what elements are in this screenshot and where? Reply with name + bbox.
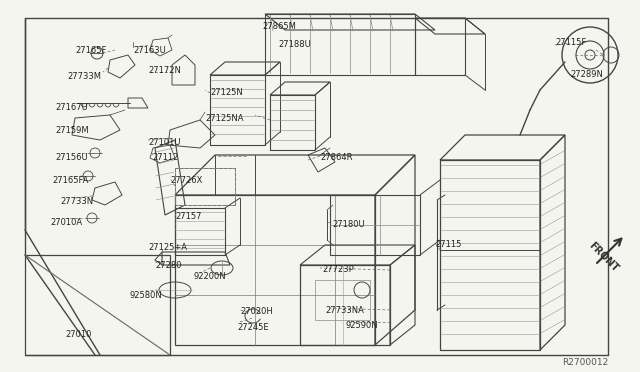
Text: 92580N: 92580N: [130, 291, 163, 300]
Text: 27864R: 27864R: [320, 153, 353, 162]
Text: 27163U: 27163U: [133, 46, 166, 55]
Text: 27125+A: 27125+A: [148, 243, 187, 252]
Text: 27726X: 27726X: [170, 176, 202, 185]
Text: 27010A: 27010A: [50, 218, 82, 227]
Text: 27165F: 27165F: [75, 46, 106, 55]
Text: 27733M: 27733M: [67, 72, 101, 81]
Text: 27020H: 27020H: [240, 307, 273, 316]
Text: R2700012: R2700012: [562, 358, 608, 367]
Text: 27723P: 27723P: [322, 265, 354, 274]
Text: 27865M: 27865M: [262, 22, 296, 31]
Text: 27157: 27157: [175, 212, 202, 221]
Text: 27101U: 27101U: [148, 138, 180, 147]
Text: 27167U: 27167U: [55, 103, 88, 112]
Text: 92200N: 92200N: [193, 272, 226, 281]
Text: FRONT: FRONT: [586, 240, 620, 274]
Text: 27280: 27280: [155, 261, 182, 270]
Bar: [315, 280, 370, 320]
Text: 27172N: 27172N: [148, 66, 181, 75]
Text: 27733N: 27733N: [60, 197, 93, 206]
Text: 27125NA: 27125NA: [205, 114, 243, 123]
Text: 92590N: 92590N: [346, 321, 379, 330]
Text: 27159M: 27159M: [55, 126, 88, 135]
Text: 27156U: 27156U: [55, 153, 88, 162]
Text: 27125N: 27125N: [210, 88, 243, 97]
Text: 27289N: 27289N: [570, 70, 603, 79]
Text: 27180U: 27180U: [332, 220, 365, 229]
Text: 27733NA: 27733NA: [325, 306, 364, 315]
Text: 27115: 27115: [435, 240, 461, 249]
Text: 27112: 27112: [152, 153, 179, 162]
Text: 27245E: 27245E: [237, 323, 269, 332]
Text: 27188U: 27188U: [278, 40, 311, 49]
Text: 27010: 27010: [65, 330, 92, 339]
Text: 27165FA: 27165FA: [52, 176, 88, 185]
Text: 27115F: 27115F: [555, 38, 586, 47]
